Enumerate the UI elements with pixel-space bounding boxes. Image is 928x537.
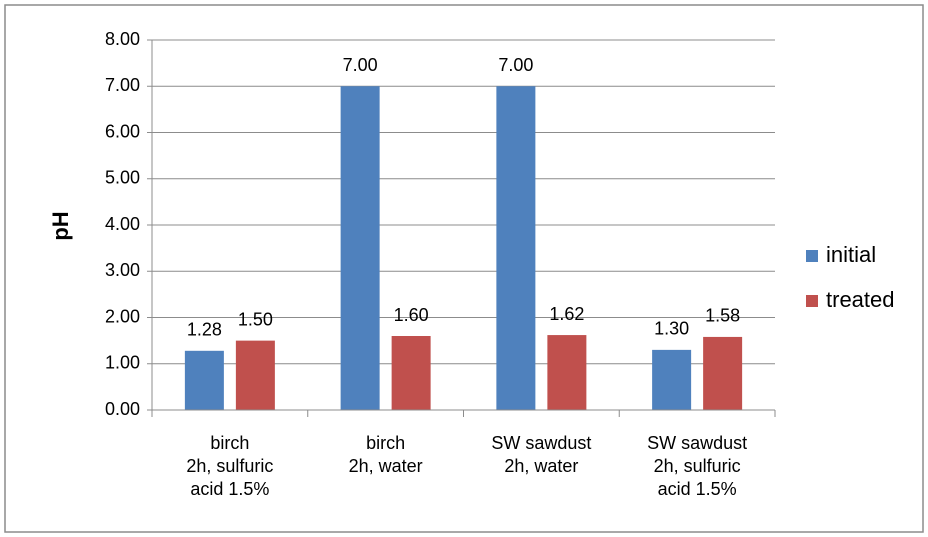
x-tick-label: 2h, water	[349, 456, 423, 476]
x-tick-label: SW sawdust	[491, 433, 591, 453]
x-tick-label: acid 1.5%	[658, 479, 737, 499]
bar	[703, 336, 743, 410]
legend-swatch	[806, 295, 818, 307]
y-tick-label: 0.00	[105, 399, 140, 419]
bar	[496, 86, 536, 410]
data-label: 7.00	[498, 55, 533, 75]
bar	[547, 335, 587, 410]
y-tick-label: 3.00	[105, 260, 140, 280]
y-tick-label: 5.00	[105, 168, 140, 188]
data-label: 7.00	[343, 55, 378, 75]
chart-frame	[4, 4, 924, 533]
bar	[391, 336, 431, 410]
x-tick-label: SW sawdust	[647, 433, 747, 453]
x-tick-label: 2h, water	[504, 456, 578, 476]
x-tick-label: 2h, sulfuric	[186, 456, 273, 476]
y-axis-label: pH	[48, 211, 73, 240]
x-tick-label: birch	[366, 433, 405, 453]
data-label: 1.60	[394, 305, 429, 325]
data-label: 1.30	[654, 319, 689, 339]
bar	[235, 340, 275, 410]
y-tick-label: 7.00	[105, 75, 140, 95]
data-label: 1.50	[238, 309, 273, 329]
legend-swatch	[806, 250, 818, 262]
legend-label: initial	[826, 242, 876, 267]
y-tick-label: 8.00	[105, 29, 140, 49]
y-tick-label: 6.00	[105, 121, 140, 141]
x-tick-label: 2h, sulfuric	[654, 456, 741, 476]
y-tick-label: 4.00	[105, 214, 140, 234]
bar	[184, 350, 224, 410]
x-tick-label: acid 1.5%	[190, 479, 269, 499]
y-tick-label: 1.00	[105, 353, 140, 373]
legend-label: treated	[826, 287, 895, 312]
bar	[340, 86, 380, 410]
data-label: 1.62	[549, 304, 584, 324]
bar	[652, 349, 692, 410]
data-label: 1.58	[705, 306, 740, 326]
y-tick-label: 2.00	[105, 306, 140, 326]
x-tick-label: birch	[210, 433, 249, 453]
data-label: 1.28	[187, 320, 222, 340]
